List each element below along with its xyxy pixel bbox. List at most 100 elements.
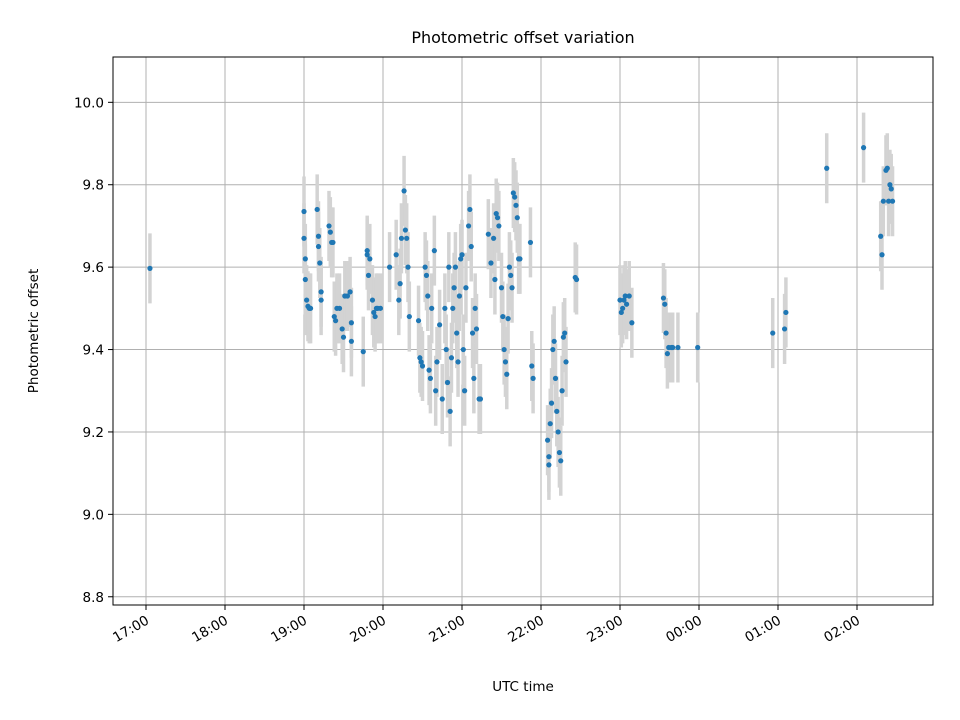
x-tick-label: 20:00 [347,613,389,646]
data-point [467,206,473,213]
data-point [442,305,448,311]
data-point [364,248,370,254]
data-point [327,229,333,235]
data-point [429,305,435,311]
data-point [333,318,339,324]
data-point [554,408,560,414]
data-point [344,293,351,299]
data-point [504,371,510,377]
data-point [448,355,455,361]
data-point [555,429,561,435]
data-point [393,252,399,258]
data-point [498,285,505,291]
data-point [546,454,552,460]
chart-title: Photometric offset variation [411,28,634,47]
data-point [360,349,366,355]
data-point [488,260,494,266]
data-point [446,264,452,270]
data-point [556,449,563,456]
y-axis-label: Photometric offset [26,269,42,393]
data-point [558,458,564,464]
data-point [318,289,324,295]
data-point [406,313,412,320]
data-point [552,375,559,381]
data-point [550,346,556,353]
data-point [888,186,894,192]
data-point [660,295,667,301]
data-point [626,293,632,299]
data-point [458,256,464,262]
data-point [884,165,890,171]
data-point [824,165,830,171]
data-point [573,276,580,283]
x-tick-label: 19:00 [268,613,310,646]
data-point [621,297,627,303]
data-point [505,316,511,322]
data-point [664,351,671,357]
data-point [473,326,480,332]
data-point [404,235,410,241]
data-point [493,210,499,217]
data-point [437,322,443,328]
data-point [617,297,623,303]
data-point [463,285,469,291]
data-point [547,421,553,427]
data-point [469,330,476,336]
data-point [675,344,681,351]
data-point [455,359,461,365]
grid-lines [113,57,933,605]
data-point [670,344,676,351]
data-point [397,281,403,287]
data-point [369,297,376,303]
data-point [372,313,378,320]
data-point [551,338,557,344]
x-tick-label: 01:00 [742,613,784,646]
data-point [465,223,472,229]
data-point [462,388,468,394]
data-point [620,305,626,311]
data-point [492,276,498,283]
data-point [451,285,457,291]
data-point [623,301,630,307]
x-tick-label: 23:00 [584,613,626,646]
x-tick-label: 18:00 [189,613,231,646]
data-point [439,396,445,402]
data-point [331,313,337,320]
y-tick-label: 9.0 [83,507,104,523]
data-point [315,243,322,250]
data-point [494,215,501,221]
data-point [317,260,323,266]
data-point [491,235,497,241]
data-point [452,264,459,270]
data-point [485,231,491,237]
data-point [318,297,324,303]
data-point [629,320,635,326]
data-point [401,188,407,194]
data-point [450,305,456,311]
data-point [314,206,320,213]
data-point [770,330,776,336]
data-point [302,256,308,262]
data-point [330,239,336,246]
data-point [562,330,568,336]
data-point [506,264,512,270]
data-point [880,198,886,204]
x-axis-label: UTC time [492,679,554,695]
data-point [434,359,440,365]
data-point [460,346,466,353]
data-point [302,276,308,283]
data-point [427,375,433,381]
data-point [426,367,432,373]
data-point [622,293,628,299]
y-tick-label: 10.0 [74,95,104,111]
data-point [512,194,518,200]
data-point [563,359,569,365]
data-point [548,400,555,406]
data-point [513,202,519,208]
data-point [887,182,893,188]
data-point [501,346,507,353]
data-point [402,227,408,233]
data-point [301,208,307,215]
data-point [315,233,322,239]
data-point [339,326,345,332]
